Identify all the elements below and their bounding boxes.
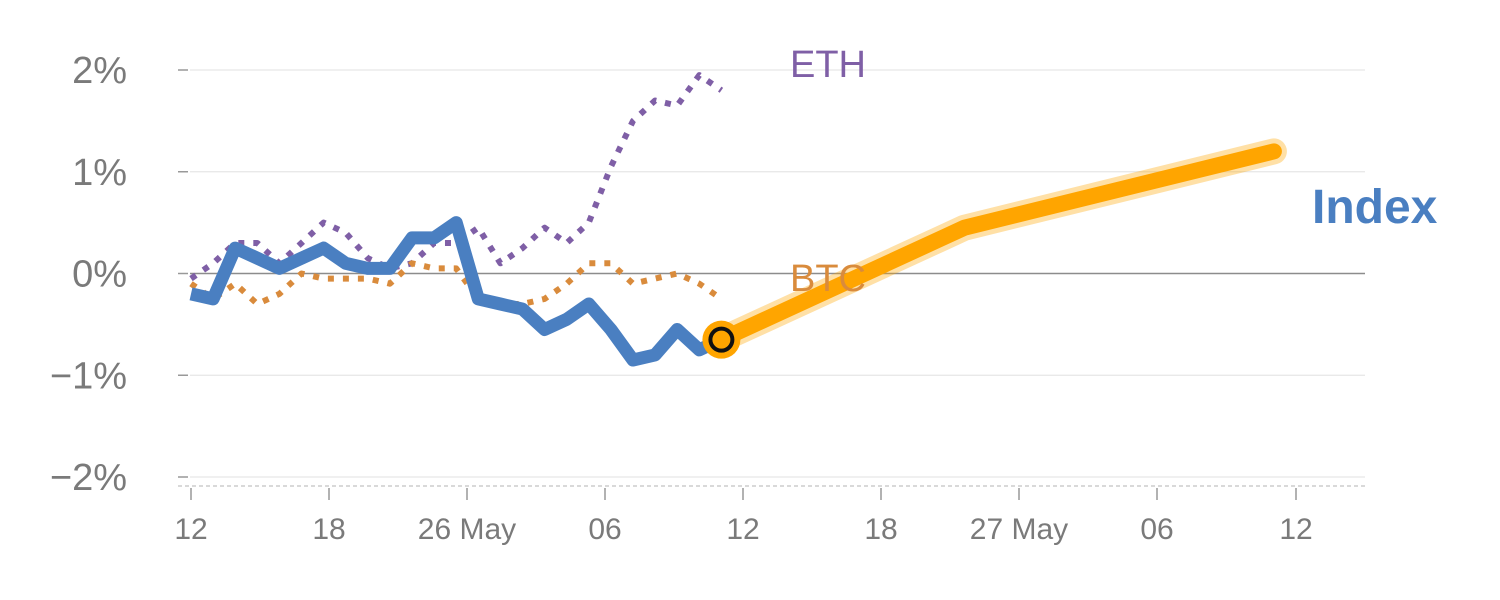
y-tick-label: 2% — [72, 50, 127, 92]
x-tick-label: 06 — [1140, 513, 1173, 546]
eth-series-label: ETH — [790, 44, 866, 86]
y-axis: 2% 1% 0% −1% −2% — [50, 50, 188, 499]
y-tick-label: 0% — [72, 254, 127, 296]
x-tick-label: 18 — [312, 513, 345, 546]
index-series-label: Index — [1312, 181, 1438, 234]
x-tick-label: 27 May — [970, 513, 1068, 546]
btc-line — [189, 260, 724, 307]
eth-line — [189, 72, 724, 282]
current-value-marker — [702, 320, 741, 359]
x-tick-label: 18 — [864, 513, 897, 546]
x-tick-label: 12 — [726, 513, 759, 546]
y-tick-label: 1% — [72, 152, 127, 194]
x-tick-label: 12 — [1279, 513, 1312, 546]
index-forecast-line — [713, 143, 1282, 348]
btc-series-label: BTC — [790, 258, 866, 300]
series-lines — [189, 72, 1287, 367]
current-value-dot — [708, 326, 735, 353]
x-tick-label: 06 — [588, 513, 621, 546]
index-line — [189, 216, 725, 367]
x-axis: 12 18 26 May 06 12 18 27 May 06 12 — [174, 485, 1365, 546]
x-tick-label: 12 — [174, 513, 207, 546]
y-tick-label: −2% — [50, 457, 127, 499]
x-tick-label: 26 May — [418, 513, 516, 546]
y-tick-label: −1% — [50, 355, 127, 397]
